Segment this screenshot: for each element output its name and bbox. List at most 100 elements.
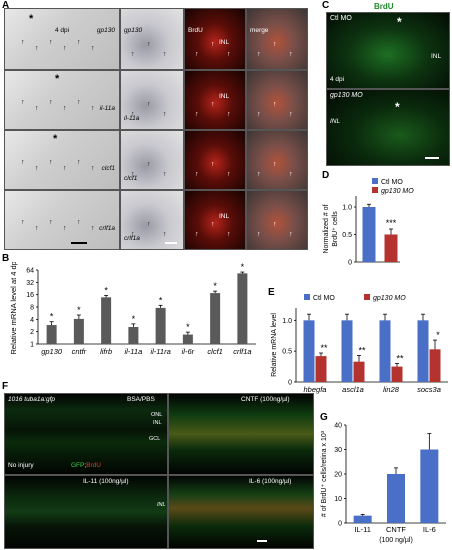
arrow-icon: ↑ bbox=[91, 45, 95, 52]
panel-a-marker2-label: clcf1 bbox=[124, 175, 138, 182]
panel-c-star-2: * bbox=[395, 100, 400, 114]
legend-label: gp130 MO bbox=[373, 295, 406, 302]
arrow-icon: ↑ bbox=[147, 41, 151, 48]
y-tick-label: 0.5 bbox=[282, 349, 292, 356]
y-tick-label: 8 bbox=[30, 305, 34, 312]
arrow-icon: ↑ bbox=[227, 231, 231, 238]
arrow-icon: ↑ bbox=[77, 99, 81, 106]
panel-a-marker-label: gp130 bbox=[96, 27, 115, 34]
arrow-icon: ↑ bbox=[163, 171, 167, 178]
panel-f-cntf-image: CNTF (100ng/µl) bbox=[168, 393, 314, 475]
panel-a-marker2-label: il-11a bbox=[124, 115, 140, 122]
arrow-icon: ↑ bbox=[195, 111, 199, 118]
panel-label-a: A bbox=[2, 0, 10, 11]
y-tick-label: 0.5 bbox=[342, 232, 352, 239]
significance-label: * bbox=[77, 305, 81, 315]
chart-g: 0 10 20 30 40 # of BrdU⁺ cells/retina x 10³ IL… bbox=[321, 423, 446, 544]
arrow-icon: ↑ bbox=[21, 99, 25, 106]
panel-a-image-r3-c3: ↑ ↑ ↑ bbox=[184, 130, 246, 190]
arrow-icon: ↑ bbox=[63, 105, 67, 112]
panel-f-il11-image: IL-11 (100ng/µl) INL bbox=[4, 475, 168, 549]
arrow-icon: ↑ bbox=[289, 231, 293, 238]
panel-f-onl: ONL bbox=[151, 412, 163, 418]
panel-a-star: * bbox=[53, 133, 58, 145]
panel-f-line: 1016 tuba1a:gfp bbox=[8, 396, 55, 403]
panel-a-star: * bbox=[55, 73, 60, 85]
panel-a-scalebar bbox=[71, 242, 87, 244]
x-tick-label: crlf1a bbox=[233, 347, 251, 356]
panel-a-marker-label: clcf1 bbox=[101, 165, 115, 172]
x-tick-label: ascl1a bbox=[342, 385, 364, 394]
arrow-icon: ↑ bbox=[273, 101, 277, 108]
panel-a-merge-label: merge bbox=[250, 27, 269, 34]
panel-label-d: D bbox=[322, 170, 330, 181]
bar bbox=[210, 293, 221, 344]
panel-a-image-r1-c2: gp130 ↑ ↑ ↑ bbox=[120, 8, 184, 70]
panel-c-star-1: * bbox=[397, 15, 402, 29]
panel-a-image-r1-c3: BrdU INL ↑ ↑ ↑ bbox=[184, 8, 246, 70]
panel-f-il11: IL-11 (100ng/µl) bbox=[83, 478, 129, 485]
arrow-icon: ↑ bbox=[49, 39, 53, 46]
significance-label: * bbox=[436, 330, 440, 340]
panel-label-f: F bbox=[2, 381, 9, 392]
panel-f-brdu: BrdU bbox=[86, 462, 101, 469]
arrow-icon: ↑ bbox=[49, 99, 53, 106]
y-axis-label: Relative mRNA level at 4 dpi bbox=[9, 262, 18, 355]
arrow-icon: ↑ bbox=[147, 221, 151, 228]
significance-label: ** bbox=[358, 345, 366, 355]
arrow-icon: ↑ bbox=[289, 171, 293, 178]
x-tick-label: CNTF bbox=[386, 525, 406, 534]
arrow-icon: ↑ bbox=[147, 101, 151, 108]
bar bbox=[303, 320, 315, 382]
arrow-icon: ↑ bbox=[63, 165, 67, 172]
x-tick-label: lifrb bbox=[100, 347, 112, 356]
arrow-icon: ↑ bbox=[131, 171, 135, 178]
y-tick-label: 1 bbox=[30, 342, 34, 349]
x-tick-label: il-11a bbox=[124, 347, 142, 356]
y-tick-label: 4 bbox=[30, 317, 34, 324]
arrow-icon: ↑ bbox=[227, 51, 231, 58]
y-tick-label: 0 bbox=[338, 521, 342, 528]
bar bbox=[417, 320, 429, 382]
panel-a-image-r3-c4: ↑ ↑ ↑ bbox=[246, 130, 308, 190]
y-axis-label: # of BrdU⁺ cells/retina x 10³ bbox=[321, 430, 328, 517]
panel-a-image-r4-c4: ↑ ↑ ↑ bbox=[246, 190, 308, 250]
panel-c-scalebar bbox=[425, 157, 439, 159]
bar bbox=[73, 318, 84, 344]
arrow-icon: ↑ bbox=[63, 225, 67, 232]
panel-a-image-r3-c1: clcf1 * ↑ ↑ ↑ ↑ ↑ ↑ bbox=[4, 130, 120, 190]
y-tick-label: 2 bbox=[30, 329, 34, 336]
panel-f-scalebar bbox=[257, 540, 267, 542]
panel-a-brdu-label: BrdU bbox=[188, 27, 203, 34]
panel-a-image-r1-c1: gp130 4 dpi * ↑ ↑ ↑ ↑ ↑ ↑ bbox=[4, 8, 120, 70]
bar bbox=[384, 234, 398, 262]
y-tick-label: 64 bbox=[26, 268, 34, 275]
arrow-icon: ↑ bbox=[49, 219, 53, 226]
panel-f-gcl: GCL bbox=[149, 436, 161, 442]
arrow-icon: ↑ bbox=[63, 45, 67, 52]
panel-label-e: E bbox=[268, 287, 275, 298]
arrow-icon: ↑ bbox=[49, 159, 53, 166]
significance-label: * bbox=[50, 312, 54, 322]
arrow-icon: ↑ bbox=[257, 171, 261, 178]
arrow-icon: ↑ bbox=[257, 231, 261, 238]
legend-swatch bbox=[304, 294, 310, 300]
legend-label: Ctl MO bbox=[381, 179, 403, 186]
bar bbox=[315, 356, 327, 382]
x-tick-label: gp130 bbox=[41, 347, 63, 356]
panel-f-inl-2: INL bbox=[157, 502, 166, 508]
arrow-icon: ↑ bbox=[77, 39, 81, 46]
panel-label-c: C bbox=[322, 0, 330, 11]
arrow-icon: ↑ bbox=[21, 39, 25, 46]
panel-a-image-r2-c4: ↑ ↑ ↑ bbox=[246, 70, 308, 130]
significance-label: * bbox=[159, 295, 163, 305]
significance-label: * bbox=[104, 285, 108, 295]
y-tick-label: 30 bbox=[334, 447, 342, 454]
legend-label: Ctl MO bbox=[313, 295, 335, 302]
bar bbox=[391, 366, 403, 382]
panel-label-b: B bbox=[2, 253, 10, 264]
legend-swatch bbox=[372, 187, 378, 193]
arrow-icon: ↑ bbox=[35, 225, 39, 232]
bar bbox=[128, 326, 139, 344]
arrow-icon: ↑ bbox=[35, 165, 39, 172]
